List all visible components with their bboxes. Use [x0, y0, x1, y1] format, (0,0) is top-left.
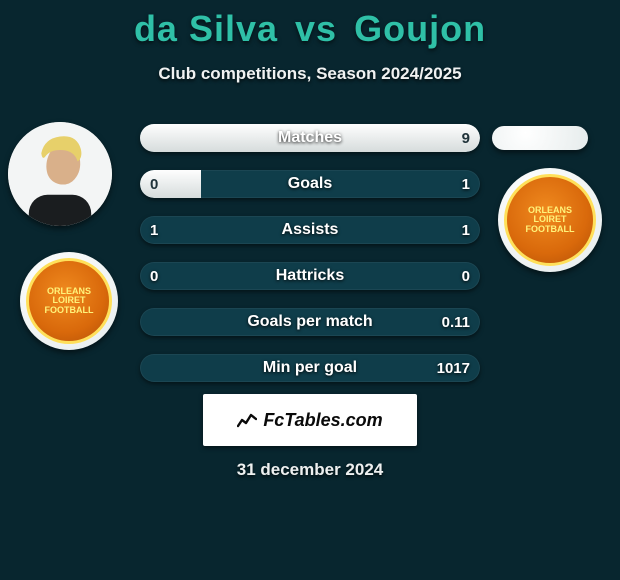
stat-bar: Goals per match0.11: [140, 308, 480, 336]
subtitle: Club competitions, Season 2024/2025: [0, 64, 620, 84]
club-right-name: ORLEANS LOIRET FOOTBALL: [507, 206, 593, 234]
stat-bar: Goals01: [140, 170, 480, 198]
title-player-right: Goujon: [354, 8, 486, 49]
stat-fill-right: [140, 124, 480, 152]
brand-text: FcTables.com: [263, 410, 382, 431]
stat-value-right: 1: [462, 216, 470, 244]
date-text: 31 december 2024: [0, 460, 620, 480]
title-vs: vs: [295, 8, 337, 49]
stat-label: Hattricks: [140, 262, 480, 290]
stat-bar: Matches9: [140, 124, 480, 152]
club-left-crest: ORLEANS LOIRET FOOTBALL: [20, 252, 118, 350]
stat-bar: Assists1 1: [140, 216, 480, 244]
title-player-left: da Silva: [134, 8, 278, 49]
stat-value-right: 1: [462, 170, 470, 198]
brand-badge: FcTables.com: [203, 394, 417, 446]
player-left-avatar: [8, 122, 112, 226]
stat-bar: Min per goal1017: [140, 354, 480, 382]
stat-value-right: 0.11: [442, 308, 470, 336]
page-title: da Silva vs Goujon: [0, 0, 620, 50]
player-right-ellipse: [492, 126, 588, 150]
comparison-card: da Silva vs Goujon Club competitions, Se…: [0, 0, 620, 580]
club-right-crest: ORLEANS LOIRET FOOTBALL: [498, 168, 602, 272]
stat-label: Min per goal: [140, 354, 480, 382]
stat-value-right: 9: [462, 124, 470, 152]
stat-bar: Hattricks0 0: [140, 262, 480, 290]
stat-value-left: 0: [150, 262, 158, 290]
stat-value-right: 0: [462, 262, 470, 290]
avatar-placeholder-icon: [8, 122, 112, 226]
stat-label: Assists: [140, 216, 480, 244]
stat-value-left: 0: [150, 170, 158, 198]
club-left-name: ORLEANS LOIRET FOOTBALL: [29, 287, 109, 315]
stat-bars: Matches9Goals01Assists11Hattricks00Goals…: [140, 124, 480, 400]
stat-value-left: 1: [150, 216, 158, 244]
stat-label: Goals per match: [140, 308, 480, 336]
stat-value-right: 1017: [437, 354, 470, 382]
brand-chart-icon: [237, 412, 257, 428]
